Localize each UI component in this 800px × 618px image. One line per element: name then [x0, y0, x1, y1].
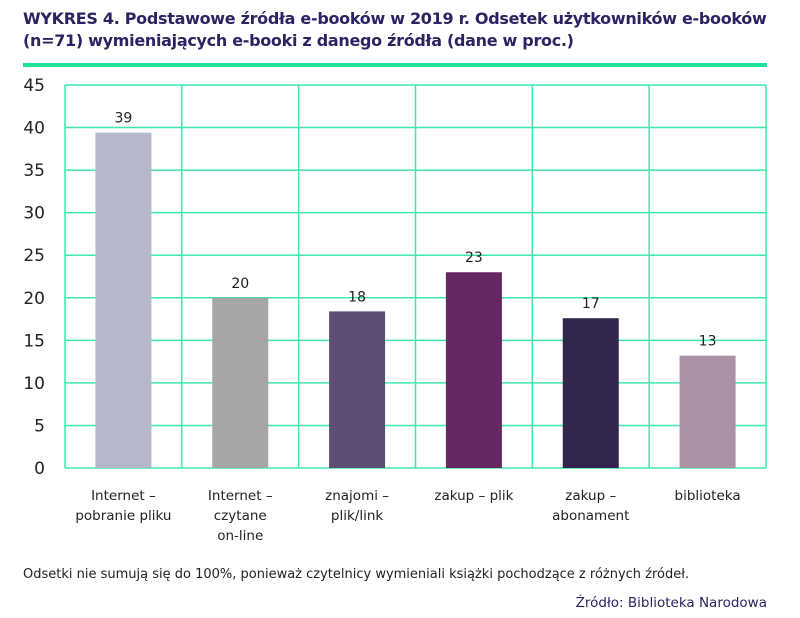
x-tick-label: zakup – plik — [434, 488, 513, 504]
y-tick-label: 35 — [23, 161, 45, 181]
x-tick-label: pobranie pliku — [75, 508, 171, 524]
bar — [329, 311, 386, 468]
y-tick-label: 45 — [23, 76, 45, 96]
y-tick-label: 20 — [23, 289, 45, 309]
data-label: 23 — [465, 250, 483, 266]
data-label: 18 — [348, 289, 366, 305]
x-tick-label: zakup – — [565, 488, 616, 504]
y-tick-label: 25 — [23, 246, 45, 266]
footnote: Odsetki nie sumują się do 100%, ponieważ… — [23, 567, 690, 582]
bar — [212, 297, 269, 468]
bar — [445, 272, 502, 468]
y-tick-label: 10 — [23, 374, 45, 394]
y-tick-label: 5 — [34, 416, 45, 436]
data-label: 20 — [231, 276, 249, 292]
bar — [679, 355, 736, 468]
x-tick-label: biblioteka — [675, 488, 741, 504]
y-tick-label: 40 — [23, 119, 45, 139]
x-tick-label: Internet – — [91, 488, 156, 504]
title-divider — [23, 63, 767, 67]
bar — [562, 318, 619, 468]
x-tick-label: plik/link — [331, 508, 383, 524]
x-tick-label: czytane — [214, 508, 267, 524]
x-tick-label: on-line — [217, 528, 263, 544]
data-label: 17 — [582, 296, 600, 312]
y-tick-label: 0 — [34, 459, 45, 479]
source-label: Źródło: Biblioteka Narodowa — [575, 595, 767, 611]
x-tick-label: Internet – — [208, 488, 273, 504]
y-tick-label: 15 — [23, 331, 45, 351]
y-tick-label: 30 — [23, 204, 45, 224]
bar — [95, 132, 152, 468]
data-label: 39 — [115, 111, 133, 127]
data-label: 13 — [699, 334, 717, 350]
x-tick-label: znajomi – — [325, 488, 389, 504]
chart-title: WYKRES 4. Podstawowe źródła e-booków w 2… — [23, 9, 767, 50]
x-tick-label: abonament — [552, 508, 629, 524]
